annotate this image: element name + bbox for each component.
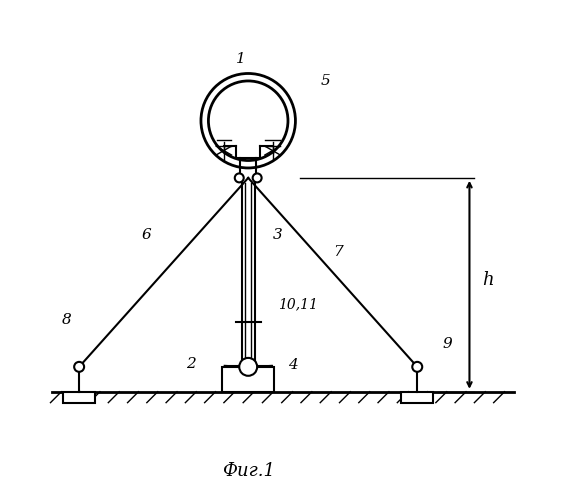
- FancyBboxPatch shape: [63, 392, 95, 402]
- Text: 3: 3: [273, 228, 283, 242]
- Text: 2: 2: [186, 358, 196, 372]
- Text: 7: 7: [333, 246, 342, 260]
- Text: 8: 8: [62, 312, 71, 326]
- Circle shape: [239, 358, 257, 376]
- Circle shape: [252, 174, 261, 182]
- Text: 5: 5: [320, 74, 330, 88]
- Circle shape: [235, 174, 244, 182]
- Text: 4: 4: [288, 358, 298, 372]
- Text: 1: 1: [236, 52, 246, 66]
- Text: 9: 9: [442, 338, 452, 351]
- Circle shape: [412, 362, 422, 372]
- Text: 10,11: 10,11: [278, 298, 318, 312]
- Text: 6: 6: [142, 228, 151, 242]
- Circle shape: [74, 362, 84, 372]
- FancyBboxPatch shape: [222, 367, 275, 392]
- Text: h: h: [482, 271, 494, 289]
- Text: Фиг.1: Фиг.1: [222, 462, 275, 480]
- FancyBboxPatch shape: [401, 392, 434, 402]
